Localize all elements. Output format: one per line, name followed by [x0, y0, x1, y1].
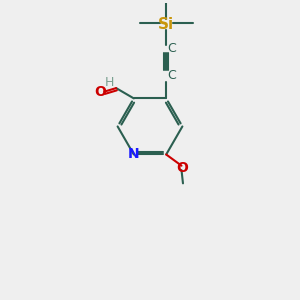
Text: O: O: [176, 161, 188, 175]
Text: N: N: [128, 148, 140, 161]
Text: H: H: [105, 76, 114, 89]
Text: Si: Si: [158, 17, 174, 32]
Text: C: C: [167, 69, 176, 82]
Text: C: C: [167, 42, 176, 55]
Text: O: O: [94, 85, 106, 99]
